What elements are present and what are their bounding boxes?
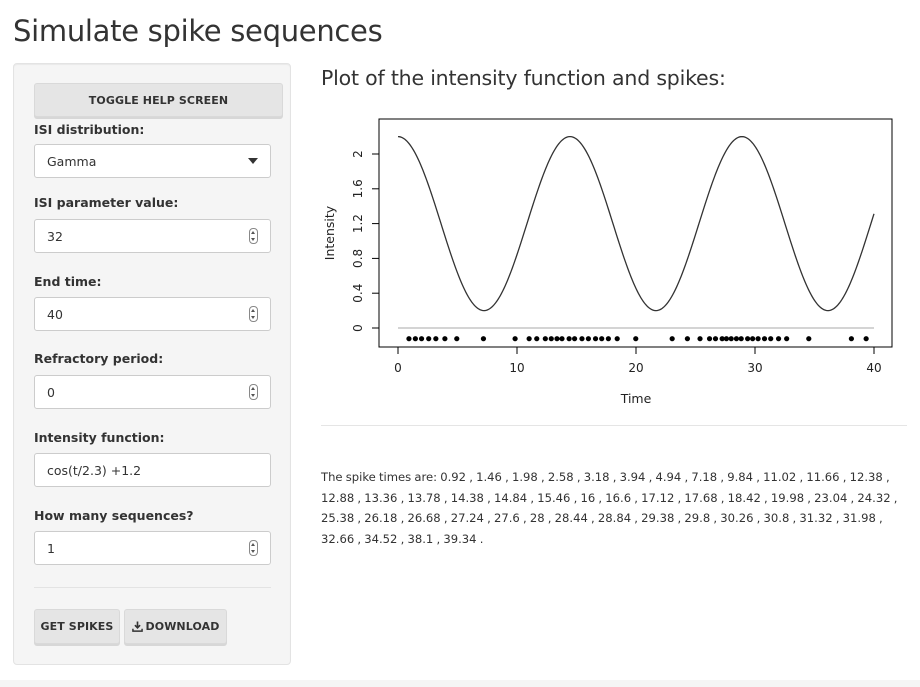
isi-distribution-select[interactable]: Gamma [34,144,271,178]
section-divider [321,425,907,426]
spike-times-text: The spike times are: 0.92 , 1.46 , 1.98 … [321,470,898,546]
spike-point [599,336,605,342]
spike-point [592,336,599,342]
y-tick-label: 1.6 [351,179,365,198]
toggle-help-button[interactable]: TOGGLE HELP SCREEN [34,83,283,117]
spike-point [442,336,448,342]
caret-down-icon [248,158,258,164]
x-tick-label: 10 [509,361,524,375]
isi-parameter-value: 32 [47,228,63,244]
sequences-input[interactable]: 1 [34,531,271,565]
spike-point [406,336,412,342]
y-tick-label: 0.8 [351,249,365,268]
spike-point [712,336,719,342]
spike-point [605,336,611,342]
download-label: DOWNLOAD [145,620,220,633]
refractory-value: 0 [47,384,55,400]
spike-point [719,336,725,342]
spike-point [426,336,432,342]
spike-point [728,336,734,342]
spike-point [697,336,703,342]
spike-point [534,336,540,342]
spike-point [433,336,439,342]
y-axis-label: Intensity [322,205,337,260]
x-tick-label: 0 [394,361,402,375]
number-stepper-icon[interactable] [249,306,258,322]
x-tick-label: 30 [747,361,762,375]
intensity-label: Intensity function: [34,430,165,445]
spike-point [412,336,418,342]
end-time-input[interactable]: 40 [34,297,271,331]
spike-point [733,336,740,342]
number-stepper-icon[interactable] [249,540,258,556]
plot-frame [378,118,893,348]
spike-point [806,336,812,342]
spike-point [418,336,425,342]
page-title: Simulate spike sequences [13,14,383,48]
spike-point [863,336,869,342]
spike-point [614,336,620,342]
spike-point [512,336,518,342]
isi-distribution-value: Gamma [47,153,97,169]
spike-point [559,336,565,342]
refractory-label: Refractory period: [34,351,164,366]
spike-point [669,336,675,342]
plot-title: Plot of the intensity function and spike… [321,66,726,90]
spike-point [784,336,790,342]
spike-point [745,336,751,342]
get-spikes-button[interactable]: GET SPIKES [34,609,120,644]
end-time-value: 40 [47,306,63,322]
download-button[interactable]: DOWNLOAD [124,609,227,644]
refractory-input[interactable]: 0 [34,375,271,409]
spike-point [775,336,782,342]
spike-point [526,336,532,342]
x-tick-label: 40 [866,361,881,375]
end-time-label: End time: [34,274,102,289]
intensity-value: cos(t/2.3) +1.2 [47,462,142,478]
y-tick-label: 2 [351,150,365,158]
spike-point [848,336,854,342]
spike-point [454,336,460,342]
spike-point [633,336,639,342]
y-tick-label: 0 [351,324,365,332]
spike-point [554,336,560,342]
spike-point [761,336,768,342]
bottom-edge [0,680,920,687]
spike-point [768,336,774,342]
intensity-input[interactable]: cos(t/2.3) +1.2 [34,453,271,487]
spike-point [750,336,756,342]
y-tick-label: 1.2 [351,214,365,233]
spike-point [738,336,744,342]
download-icon [131,621,143,632]
intensity-spikes-chart: 0 10 20 30 40 0 0.4 0.8 1.2 1.6 2 Time Intensity [322,118,893,406]
number-stepper-icon[interactable] [249,384,258,400]
isi-parameter-input[interactable]: 32 [34,219,271,253]
spike-point [585,336,591,342]
isi-distribution-label: ISI distribution: [34,122,145,137]
sidebar-divider [34,587,271,588]
sidebar-panel: TOGGLE HELP SCREEN ISI distribution: Gam… [13,63,291,665]
sequences-label: How many sequences? [34,508,194,523]
number-stepper-icon[interactable] [249,228,258,244]
spike-point [723,336,730,342]
spike-point [542,336,548,342]
spike-point [684,336,691,342]
intensity-line [397,135,875,312]
spike-point [548,336,554,342]
x-tick-label: 20 [628,361,643,375]
isi-parameter-label: ISI parameter value: [34,195,179,210]
spike-point [480,336,487,342]
sequences-value: 1 [47,540,55,556]
spike-point [579,336,585,342]
spike-point [566,336,572,342]
x-axis-label: Time [620,391,652,406]
spike-point [706,336,713,342]
y-tick-label: 0.4 [351,284,365,303]
spike-point [755,336,761,342]
spike-point [571,336,578,342]
